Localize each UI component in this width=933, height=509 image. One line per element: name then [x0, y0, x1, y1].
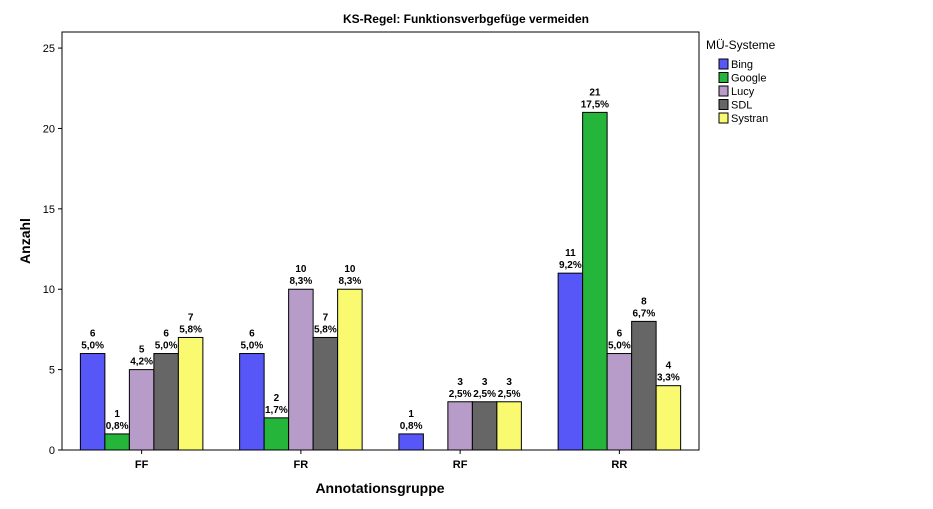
- legend-label-bing: Bing: [731, 59, 753, 71]
- legend-label-systran: Systran: [731, 113, 768, 125]
- category-label: RR: [611, 459, 627, 471]
- data-label-percent: 2,5%: [449, 389, 472, 400]
- data-label-count: 3: [506, 377, 512, 388]
- bar-sdl-ff: [153, 353, 179, 451]
- data-label-percent: 6,7%: [632, 308, 655, 319]
- data-label-percent: 5,0%: [155, 341, 178, 352]
- data-label-percent: 3,3%: [657, 373, 680, 384]
- data-label-count: 7: [188, 312, 194, 323]
- data-label-count: 10: [295, 264, 307, 275]
- bars: [79, 111, 682, 451]
- data-labels: 65,0%65,0%10,8%119,2%10,8%21,7%2117,5%54…: [81, 87, 680, 432]
- data-label-percent: 5,8%: [179, 324, 202, 335]
- bar-lucy-rf: [447, 401, 473, 451]
- data-label-count: 3: [457, 377, 463, 388]
- y-tick-label: 20: [43, 123, 55, 135]
- y-tick-label: 25: [43, 43, 55, 55]
- data-label-percent: 0,8%: [400, 421, 423, 432]
- bar-sdl-rf: [471, 401, 498, 451]
- data-label-count: 1: [408, 409, 414, 420]
- y-tick-label: 0: [49, 445, 55, 457]
- legend-label-sdl: SDL: [731, 100, 752, 112]
- data-label-count: 8: [641, 296, 647, 307]
- data-label-count: 6: [90, 329, 96, 340]
- legend-label-google: Google: [731, 73, 766, 85]
- legend-label-lucy: Lucy: [731, 86, 755, 98]
- bar-systran-fr: [337, 288, 363, 451]
- y-axis: 0 5 10 15 20 25: [43, 43, 62, 457]
- legend-swatch-bing: [718, 58, 729, 70]
- data-label-count: 7: [323, 312, 329, 323]
- data-label-count: 4: [666, 361, 672, 372]
- bar-systran-rf: [496, 401, 522, 451]
- bar-lucy-rr: [606, 353, 633, 451]
- x-axis: FF FR RF RR: [135, 450, 627, 471]
- data-label-percent: 17,5%: [581, 99, 609, 110]
- category-label: FF: [135, 459, 149, 471]
- bar-sdl-rr: [631, 320, 657, 451]
- data-label-percent: 1,7%: [265, 405, 288, 416]
- y-tick-label: 5: [49, 365, 55, 377]
- data-label-percent: 4,2%: [130, 357, 153, 368]
- plot-area: [61, 31, 700, 451]
- data-label-percent: 5,0%: [240, 341, 263, 352]
- bar-systran-rr: [655, 385, 682, 451]
- data-label-percent: 2,5%: [473, 389, 496, 400]
- data-label-percent: 0,8%: [106, 421, 129, 432]
- bar-bing-rf: [398, 433, 424, 451]
- bar-google-rr: [582, 111, 608, 451]
- data-label-percent: 5,0%: [608, 341, 631, 352]
- data-label-count: 6: [163, 329, 169, 340]
- bar-bing-rr: [557, 272, 584, 451]
- data-label-count: 11: [565, 248, 576, 259]
- legend-title: MÜ-Systeme: [706, 38, 776, 52]
- bar-lucy-ff: [128, 369, 155, 451]
- y-tick-label: 15: [43, 204, 55, 216]
- data-label-percent: 8,3%: [338, 276, 361, 287]
- bar-sdl-fr: [312, 336, 339, 451]
- bar-systran-ff: [177, 336, 204, 451]
- legend-swatch-lucy: [718, 85, 729, 97]
- data-label-count: 5: [139, 345, 145, 356]
- chart-title: KS-Regel: Funktionsverbgefüge vermeiden: [343, 12, 589, 26]
- y-tick-label: 10: [43, 284, 55, 296]
- bar-google-ff: [104, 433, 130, 451]
- bar-google-fr: [263, 417, 290, 451]
- data-label-count: 21: [589, 87, 601, 98]
- y-axis-title: Anzahl: [17, 218, 33, 264]
- data-label-percent: 9,2%: [559, 260, 582, 271]
- data-label-percent: 5,0%: [81, 341, 104, 352]
- data-label-percent: 8,3%: [289, 276, 312, 287]
- x-axis-title: Annotationsgruppe: [315, 480, 444, 496]
- category-label: FR: [294, 459, 309, 471]
- data-label-percent: 2,5%: [498, 389, 521, 400]
- data-label-percent: 5,8%: [314, 324, 337, 335]
- data-label-count: 2: [274, 393, 280, 404]
- legend-swatch-google: [718, 72, 729, 83]
- data-label-count: 3: [482, 377, 488, 388]
- bar-lucy-fr: [288, 288, 314, 451]
- data-label-count: 1: [114, 409, 120, 420]
- data-label-count: 6: [617, 329, 623, 340]
- data-label-count: 6: [249, 329, 255, 340]
- data-label-count: 10: [344, 264, 356, 275]
- bar-bing-ff: [79, 353, 106, 451]
- legend-swatch-systran: [718, 112, 729, 124]
- legend-swatch-sdl: [718, 99, 729, 110]
- category-label: RF: [453, 459, 468, 471]
- bar-bing-fr: [239, 353, 265, 451]
